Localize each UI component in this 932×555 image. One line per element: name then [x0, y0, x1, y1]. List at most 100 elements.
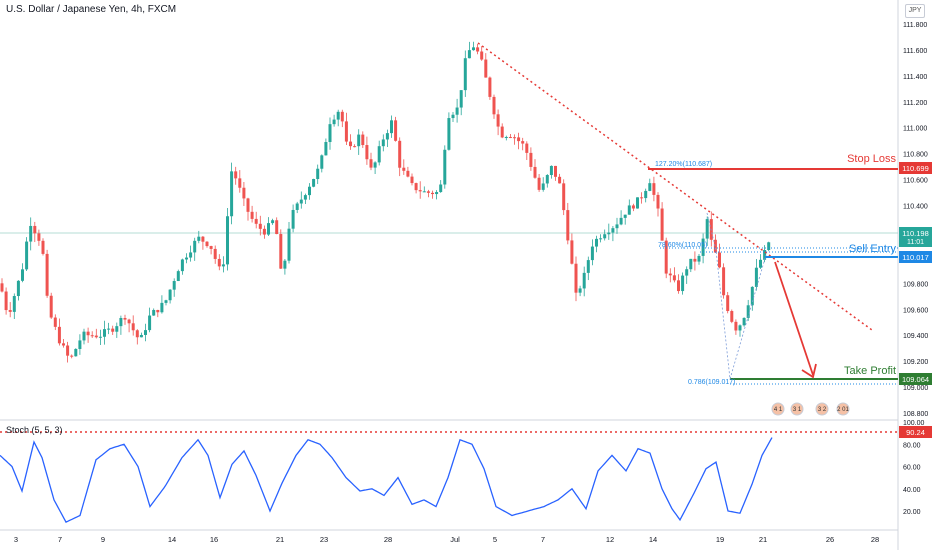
candle-body: [66, 345, 70, 356]
take-profit-label: Take Profit: [844, 365, 896, 377]
event-markers[interactable]: 4 1 3 1 3 2 2 01: [771, 402, 850, 416]
candle-body: [677, 280, 680, 292]
price-tick: 109.800: [903, 281, 928, 288]
candle-body: [164, 300, 168, 303]
candle-body: [226, 216, 229, 265]
candle-body: [603, 234, 607, 239]
candle-body: [742, 317, 746, 326]
candle-body: [488, 77, 492, 97]
candle-body: [193, 240, 197, 253]
candle-body: [152, 309, 156, 316]
candle-body: [185, 257, 188, 260]
stoch-tick: 60.00: [903, 465, 921, 472]
time-tick: 26: [826, 535, 834, 544]
candle-body: [103, 329, 106, 337]
stoch-tick: 40.00: [903, 487, 921, 494]
currency-label[interactable]: JPY: [905, 4, 925, 18]
candle-body: [119, 317, 123, 327]
candle-body: [681, 275, 685, 292]
price-tick: 111.000: [903, 126, 927, 133]
candle-body: [33, 225, 37, 234]
candle-body: [558, 176, 562, 184]
candle-body: [390, 120, 393, 134]
candle-body: [156, 309, 160, 313]
stoch-badge: [899, 426, 932, 438]
event-flag-icon[interactable]: [790, 402, 804, 416]
candle-body: [90, 335, 94, 337]
time-axis: 3 7 9 14 16 21 23 28 Jul 5 7 12 14 19 21 26 28: [14, 535, 879, 544]
candles: [0, 41, 771, 363]
candle-body: [373, 162, 377, 168]
candle-body: [328, 124, 332, 143]
candle-body: [148, 315, 152, 331]
take-profit-badge-text: 109.064: [902, 375, 929, 384]
candle-body: [627, 205, 631, 215]
candle-body: [414, 183, 418, 191]
chart-title: U.S. Dollar / Japanese Yen, 4h, FXCM: [6, 4, 177, 15]
candle-body: [12, 296, 16, 312]
candle-body: [537, 177, 541, 190]
descending-trendline[interactable]: [477, 42, 873, 331]
candle-body: [168, 289, 172, 301]
take-profit-badge: [899, 373, 932, 385]
candle-body: [582, 272, 586, 289]
candle-body: [394, 120, 398, 141]
time-tick: 7: [58, 535, 62, 544]
candle-body: [94, 335, 98, 338]
candle-body: [656, 194, 660, 209]
candle-body: [746, 305, 750, 318]
stoch-indicator-label[interactable]: Stoch (5, 5, 3): [6, 425, 63, 435]
candle-body: [431, 192, 434, 195]
time-tick: 21: [276, 535, 284, 544]
candle-body: [49, 295, 53, 318]
candle-body: [636, 197, 639, 209]
candle-body: [320, 155, 324, 169]
candle-body: [37, 233, 41, 241]
candle-body: [275, 220, 279, 235]
candle-body: [754, 267, 758, 287]
candle-body: [476, 47, 480, 52]
time-tick: 3: [14, 535, 18, 544]
stoch-axis: 100.00 80.00 60.00 40.00 20.00: [903, 420, 925, 516]
candle-body: [595, 238, 598, 247]
price-tick: 109.400: [903, 333, 928, 340]
candle-body: [385, 133, 389, 140]
candle-body: [45, 253, 49, 296]
price-tick: 108.800: [903, 411, 928, 418]
candle-body: [701, 238, 705, 256]
candle-body: [139, 334, 143, 338]
candle-body: [406, 170, 410, 177]
candle-body: [62, 343, 65, 346]
candle-body: [398, 140, 402, 168]
candle-body: [455, 107, 459, 115]
candle-body: [631, 205, 635, 209]
candle-body: [513, 137, 516, 139]
time-tick: 19: [716, 535, 724, 544]
candle-body: [508, 136, 512, 138]
sell-entry-label: Sell Entry: [849, 243, 897, 255]
candle-body: [697, 255, 701, 262]
candle-body: [267, 223, 270, 235]
candle-body: [131, 323, 135, 331]
candle-body: [312, 179, 316, 187]
candle-body: [115, 326, 119, 332]
event-flag-icon[interactable]: [836, 402, 850, 416]
candle-body: [652, 183, 656, 195]
sell-entry-badge-text: 110.017: [902, 253, 929, 262]
price-badges: 110.699 110.198 11:01 110.017 109.064 90…: [899, 162, 932, 438]
event-label: 4 1: [774, 407, 783, 413]
time-tick: 14: [649, 535, 657, 544]
candle-body: [213, 248, 217, 259]
candle-body: [295, 203, 299, 210]
event-flag-icon[interactable]: [815, 402, 829, 416]
candle-body: [217, 258, 221, 267]
candle-body: [549, 165, 553, 176]
countdown-text: 11:01: [907, 239, 924, 246]
candle-body: [467, 50, 471, 59]
candle-body: [53, 317, 57, 327]
candle-body: [57, 326, 61, 344]
event-flag-icon[interactable]: [771, 402, 785, 416]
candle-body: [640, 197, 644, 199]
